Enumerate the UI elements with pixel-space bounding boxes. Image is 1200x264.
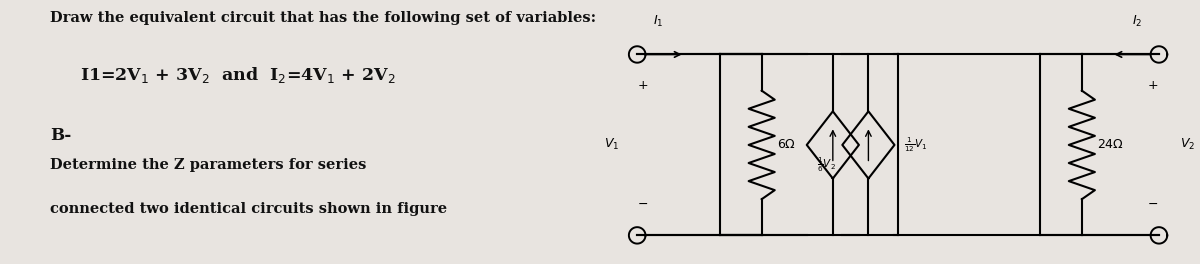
Text: $24\Omega$: $24\Omega$ [1097,138,1124,152]
Text: connected two identical circuits shown in figure: connected two identical circuits shown i… [50,202,448,216]
Text: +: + [1147,79,1158,92]
Text: $\frac{1}{6}V_2$: $\frac{1}{6}V_2$ [817,155,836,174]
Text: B-: B- [50,127,72,144]
Text: −: − [638,198,648,211]
Text: Draw the equivalent circuit that has the following set of variables:: Draw the equivalent circuit that has the… [50,11,596,25]
Text: $V_2$: $V_2$ [1181,137,1195,153]
Text: $V_1$: $V_1$ [604,137,619,153]
Text: $\frac{1}{12}V_1$: $\frac{1}{12}V_1$ [904,136,928,154]
Text: Determine the Z parameters for series: Determine the Z parameters for series [50,158,366,172]
Text: +: + [637,79,648,92]
Text: I1=2V$_1$ + 3V$_2$  and  I$_2$=4V$_1$ + 2V$_2$: I1=2V$_1$ + 3V$_2$ and I$_2$=4V$_1$ + 2V… [80,65,396,85]
Text: −: − [1147,198,1158,211]
Text: $6\Omega$: $6\Omega$ [778,138,796,152]
Text: $I_2$: $I_2$ [1133,13,1142,29]
Text: $I_1$: $I_1$ [653,13,664,29]
